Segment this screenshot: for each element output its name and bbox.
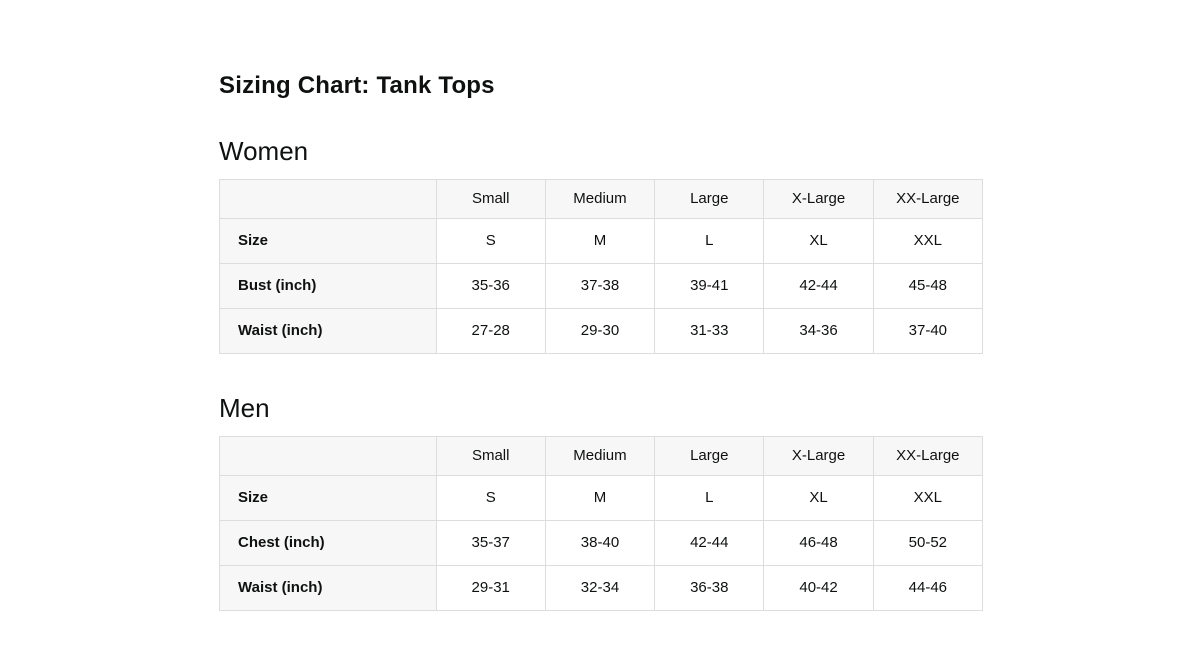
value-cell: 45-48 xyxy=(872,262,984,309)
value-cell: L xyxy=(654,217,765,264)
column-header-medium: Medium xyxy=(544,435,656,476)
table-row-size: Size S M L XL XXL xyxy=(219,474,984,521)
table-corner-cell xyxy=(219,435,437,476)
page-content: Sizing Chart: Tank Tops Women Small Medi… xyxy=(219,72,984,611)
value-cell: 44-46 xyxy=(872,564,984,611)
table-row-chest: Chest (inch) 35-37 38-40 42-44 46-48 50-… xyxy=(219,519,984,566)
row-label-waist: Waist (inch) xyxy=(219,307,437,354)
column-header-x-large: X-Large xyxy=(763,178,874,219)
column-header-large: Large xyxy=(654,435,765,476)
value-cell: 31-33 xyxy=(654,307,765,354)
value-cell: L xyxy=(654,474,765,521)
value-cell: XXL xyxy=(872,217,984,264)
value-cell: M xyxy=(544,474,656,521)
column-header-x-large: X-Large xyxy=(763,435,874,476)
value-cell: 29-30 xyxy=(544,307,656,354)
value-cell: XL xyxy=(763,217,874,264)
sizing-table-men: Small Medium Large X-Large XX-Large Size… xyxy=(219,435,984,611)
value-cell: 38-40 xyxy=(544,519,656,566)
value-cell: S xyxy=(435,474,546,521)
column-header-xx-large: XX-Large xyxy=(872,178,984,219)
section-women: Women Small Medium Large X-Large XX-Larg… xyxy=(219,135,984,354)
value-cell: S xyxy=(435,217,546,264)
column-header-xx-large: XX-Large xyxy=(872,435,984,476)
table-corner-cell xyxy=(219,178,437,219)
value-cell: 40-42 xyxy=(763,564,874,611)
value-cell: 37-38 xyxy=(544,262,656,309)
column-header-large: Large xyxy=(654,178,765,219)
row-label-bust: Bust (inch) xyxy=(219,262,437,309)
value-cell: 36-38 xyxy=(654,564,765,611)
column-header-small: Small xyxy=(435,178,546,219)
table-row-size: Size S M L XL XXL xyxy=(219,217,984,264)
value-cell: 50-52 xyxy=(872,519,984,566)
value-cell: 39-41 xyxy=(654,262,765,309)
value-cell: 32-34 xyxy=(544,564,656,611)
row-label-chest: Chest (inch) xyxy=(219,519,437,566)
column-header-small: Small xyxy=(435,435,546,476)
table-row-waist: Waist (inch) 29-31 32-34 36-38 40-42 44-… xyxy=(219,564,984,611)
sizing-table-women: Small Medium Large X-Large XX-Large Size… xyxy=(219,178,984,354)
row-label-size: Size xyxy=(219,474,437,521)
value-cell: 42-44 xyxy=(763,262,874,309)
value-cell: 37-40 xyxy=(872,307,984,354)
value-cell: 34-36 xyxy=(763,307,874,354)
section-men: Men Small Medium Large X-Large XX-Large … xyxy=(219,392,984,611)
value-cell: M xyxy=(544,217,656,264)
value-cell: XXL xyxy=(872,474,984,521)
table-row-waist: Waist (inch) 27-28 29-30 31-33 34-36 37-… xyxy=(219,307,984,354)
row-label-waist: Waist (inch) xyxy=(219,564,437,611)
value-cell: XL xyxy=(763,474,874,521)
page-title: Sizing Chart: Tank Tops xyxy=(219,72,495,99)
table-row-bust: Bust (inch) 35-36 37-38 39-41 42-44 45-4… xyxy=(219,262,984,309)
value-cell: 46-48 xyxy=(763,519,874,566)
row-label-size: Size xyxy=(219,217,437,264)
column-header-medium: Medium xyxy=(544,178,656,219)
value-cell: 27-28 xyxy=(435,307,546,354)
value-cell: 35-36 xyxy=(435,262,546,309)
value-cell: 35-37 xyxy=(435,519,546,566)
section-heading-men: Men xyxy=(219,392,270,423)
value-cell: 29-31 xyxy=(435,564,546,611)
table-header-row: Small Medium Large X-Large XX-Large xyxy=(219,178,984,219)
section-heading-women: Women xyxy=(219,135,309,166)
value-cell: 42-44 xyxy=(654,519,765,566)
table-header-row: Small Medium Large X-Large XX-Large xyxy=(219,435,984,476)
